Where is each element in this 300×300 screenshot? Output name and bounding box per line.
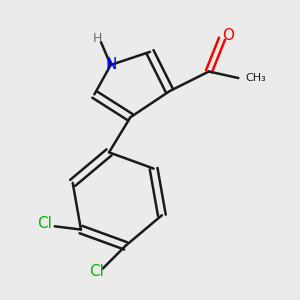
Text: H: H xyxy=(93,32,102,45)
Text: N: N xyxy=(105,57,116,72)
Text: Cl: Cl xyxy=(38,215,52,230)
Text: O: O xyxy=(223,28,235,43)
Text: CH₃: CH₃ xyxy=(245,73,266,83)
Text: Cl: Cl xyxy=(88,265,104,280)
